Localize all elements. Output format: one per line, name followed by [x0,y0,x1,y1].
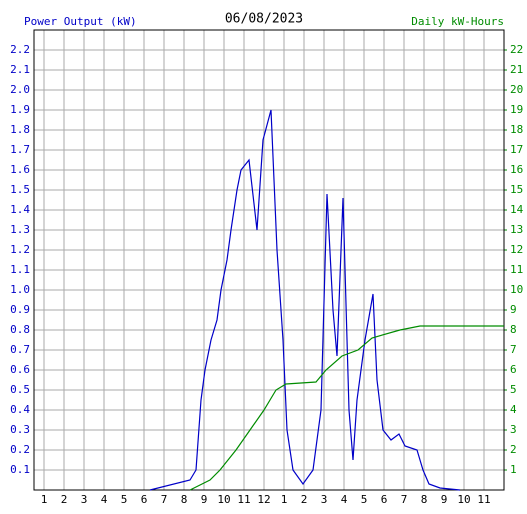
y2-tick-label: 21 [510,63,523,76]
y-tick-label: 0.1 [10,463,30,476]
x-tick-label: 8 [181,493,188,506]
y-tick-label: 2.2 [10,43,30,56]
data-line [189,325,504,491]
y2-tick-label: 18 [510,123,523,136]
x-tick-label: 12 [257,493,270,506]
y2-tick-label: 16 [510,163,523,176]
y-tick-label: 0.2 [10,443,30,456]
y2-axis-label: Daily kW-Hours [411,15,504,28]
y-tick-label: 1.6 [10,163,30,176]
chart-title: 06/08/2023 [225,12,303,27]
y-tick-label: 1.7 [10,143,30,156]
y-tick-label: 0.3 [10,423,30,436]
y2-tick-label: 6 [510,363,517,376]
x-tick-label: 8 [421,493,428,506]
x-tick-label: 1 [41,493,48,506]
y2-tick-label: 8 [510,323,517,336]
y-tick-label: 0.6 [10,363,30,376]
y2-tick-label: 15 [510,183,523,196]
x-tick-label: 5 [121,493,128,506]
y2-tick-label: 3 [510,423,517,436]
y2-tick-label: 9 [510,303,517,316]
y-tick-label: 0.7 [10,343,30,356]
x-tick-label: 3 [321,493,328,506]
x-tick-label: 3 [81,493,88,506]
y-tick-label: 0.4 [10,403,30,416]
data-line [149,109,461,491]
y-tick-label: 1.8 [10,123,30,136]
y-tick-label: 2.1 [10,63,30,76]
x-tick-label: 2 [301,493,308,506]
y2-tick-label: 22 [510,43,523,56]
plot-border [33,29,505,491]
x-tick-label: 7 [161,493,168,506]
x-tick-label: 7 [401,493,408,506]
y2-tick-label: 7 [510,343,517,356]
y-tick-label: 1.0 [10,283,30,296]
y-tick-label: 2.0 [10,83,30,96]
y2-tick-label: 20 [510,83,523,96]
y2-tick-label: 17 [510,143,523,156]
y-tick-label: 1.5 [10,183,30,196]
x-tick-label: 1 [281,493,288,506]
y-tick-label: 0.5 [10,383,30,396]
x-tick-label: 4 [101,493,108,506]
x-tick-label: 9 [201,493,208,506]
x-tick-label: 6 [141,493,148,506]
y2-tick-label: 12 [510,243,523,256]
y-tick-label: 0.8 [10,323,30,336]
x-tick-label: 10 [457,493,470,506]
y2-tick-label: 2 [510,443,517,456]
x-tick-label: 4 [341,493,348,506]
y-tick-label: 1.9 [10,103,30,116]
x-tick-label: 2 [61,493,68,506]
x-tick-label: 5 [361,493,368,506]
y2-tick-label: 19 [510,103,523,116]
y2-tick-label: 11 [510,263,523,276]
y-tick-label: 1.4 [10,203,30,216]
y2-tick-label: 13 [510,223,523,236]
y-tick-label: 1.3 [10,223,30,236]
x-tick-label: 6 [381,493,388,506]
y-axis-label: Power Output (kW) [24,15,137,28]
y2-tick-label: 14 [510,203,524,216]
y-tick-label: 0.9 [10,303,30,316]
y-tick-label: 1.1 [10,263,30,276]
y2-tick-label: 10 [510,283,523,296]
y2-tick-label: 4 [510,403,517,416]
y-tick-label: 1.2 [10,243,30,256]
y2-tick-label: 5 [510,383,517,396]
x-tick-label: 11 [477,493,490,506]
x-tick-label: 9 [441,493,448,506]
x-tick-label: 10 [217,493,230,506]
x-tick-label: 11 [237,493,250,506]
y2-tick-label: 1 [510,463,517,476]
